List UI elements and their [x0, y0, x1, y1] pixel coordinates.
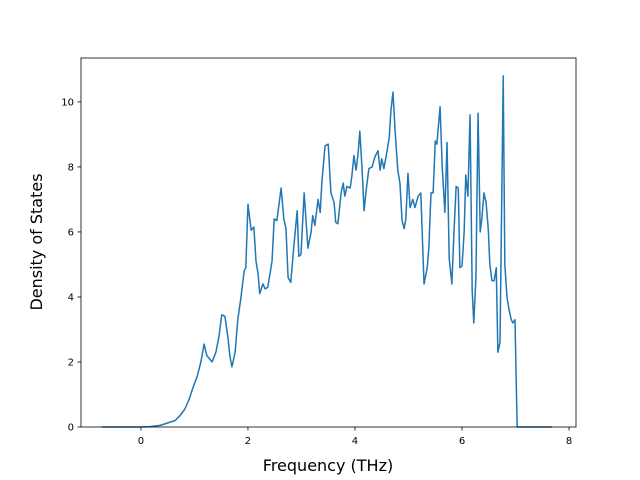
- x-tick-label: 2: [245, 436, 251, 447]
- x-tick-label: 8: [566, 436, 572, 447]
- x-tick-label: 0: [138, 436, 144, 447]
- y-tick-label: 8: [68, 162, 74, 173]
- x-tick-label: 4: [352, 436, 358, 447]
- y-tick-label: 0: [68, 423, 74, 434]
- axes-frame: [80, 57, 577, 428]
- y-tick-label: 2: [68, 357, 74, 368]
- x-axis-label: Frequency (THz): [263, 456, 393, 475]
- y-tick-label: 4: [68, 292, 74, 303]
- y-tick-label: 6: [68, 227, 74, 238]
- y-tick-label: 10: [61, 97, 74, 108]
- data-line: [101, 75, 552, 428]
- x-tick-label: 6: [459, 436, 465, 447]
- y-axis-label: Density of States: [27, 173, 46, 310]
